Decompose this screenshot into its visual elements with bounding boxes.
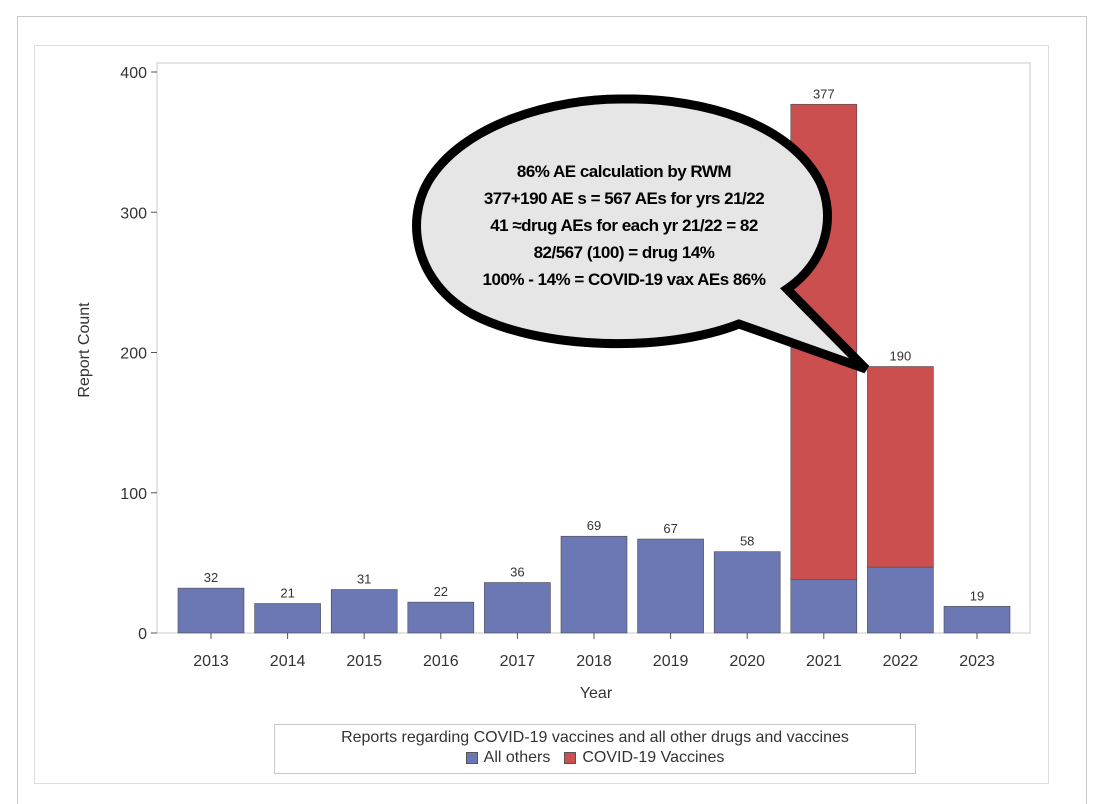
bar-all-others	[637, 538, 704, 634]
x-tick-label: 2016	[423, 653, 459, 670]
outer-frame	[17, 16, 1087, 804]
bar-total-label: 32	[204, 570, 218, 585]
legend: Reports regarding COVID-19 vaccines and …	[274, 724, 916, 774]
bar-covid-vaccines	[867, 366, 934, 568]
bar-all-others	[330, 589, 398, 634]
legend-items: All others COVID-19 Vaccines	[275, 748, 915, 768]
bar-all-others	[484, 582, 551, 634]
bar-all-others	[407, 601, 475, 634]
bubble-line: 86% AE calculation by RWM	[517, 162, 732, 181]
x-axis-title: Year	[580, 685, 613, 702]
bubble-shape	[412, 94, 870, 374]
bubble-line: 100% - 14% = COVID-19 vax AEs 86%	[483, 270, 766, 289]
y-tick-label: 300	[120, 205, 147, 222]
x-tick-label: 2022	[883, 653, 919, 670]
x-tick-label: 2020	[729, 653, 765, 670]
bar-total-label: 31	[357, 572, 371, 587]
legend-item-all-others: All others	[465, 748, 551, 768]
chart-frame	[34, 45, 1049, 784]
bar-all-others	[867, 566, 934, 634]
legend-item-covid-vaccines: COVID-19 Vaccines	[564, 748, 724, 768]
x-axis: 2013 2014 2015 2016 2017 2018 2019 2020 2021 2022…	[193, 633, 995, 670]
bar-total-label: 67	[663, 521, 677, 536]
y-axis: 0 100 200 300 400	[120, 65, 157, 643]
bubble-lines: 86% AE calculation by RWM 377+190 AE s = …	[483, 162, 767, 289]
bubble-line: 41 ≈drug AEs for each yr 21/22 = 82	[490, 216, 758, 235]
bar-all-others	[254, 603, 321, 634]
legend-label-covid-vaccines: COVID-19 Vaccines	[582, 749, 725, 766]
annotation-bubble: 86% AE calculation by RWM 377+190 AE s = …	[412, 94, 870, 374]
x-tick-label: 2023	[959, 653, 995, 670]
bar-total-label: 377	[813, 86, 835, 101]
bar-total-label: 58	[740, 534, 754, 549]
bubble-line: 82/567 (100) = drug 14%	[534, 243, 715, 262]
legend-label-all-others: All others	[483, 749, 551, 766]
bar-all-others	[713, 551, 781, 634]
x-tick-label: 2013	[193, 653, 229, 670]
y-tick-label: 100	[120, 486, 147, 503]
bar-all-others	[943, 606, 1011, 634]
legend-title: Reports regarding COVID-19 vaccines and …	[341, 729, 849, 746]
bar-labels: 32 21 31 22 36 69 67 58 377 190 19	[204, 86, 984, 603]
bar-total-label: 21	[280, 586, 294, 601]
x-tick-label: 2018	[576, 653, 612, 670]
x-tick-label: 2019	[653, 653, 689, 670]
bar-all-others	[177, 587, 245, 634]
bar-total-label: 36	[510, 565, 524, 580]
x-tick-label: 2017	[500, 653, 536, 670]
bar-total-label: 69	[587, 518, 601, 533]
bar-total-label: 19	[970, 588, 984, 603]
bar-all-others	[560, 535, 628, 634]
legend-swatch-covid-vaccines	[564, 752, 577, 764]
x-tick-label: 2015	[346, 653, 382, 670]
y-tick-label: 0	[138, 626, 147, 643]
bar-all-others	[790, 579, 858, 634]
bar-total-label: 190	[890, 349, 912, 364]
x-tick-label: 2021	[806, 653, 842, 670]
legend-swatch-all-others	[465, 752, 478, 764]
bar-total-label: 22	[434, 584, 448, 599]
bubble-line: 377+190 AE s = 567 AEs for yrs 21/22	[484, 189, 764, 208]
y-axis-title: Report Count	[76, 302, 93, 398]
y-tick-label: 400	[120, 65, 147, 82]
x-tick-label: 2014	[270, 653, 306, 670]
y-tick-label: 200	[120, 346, 147, 363]
